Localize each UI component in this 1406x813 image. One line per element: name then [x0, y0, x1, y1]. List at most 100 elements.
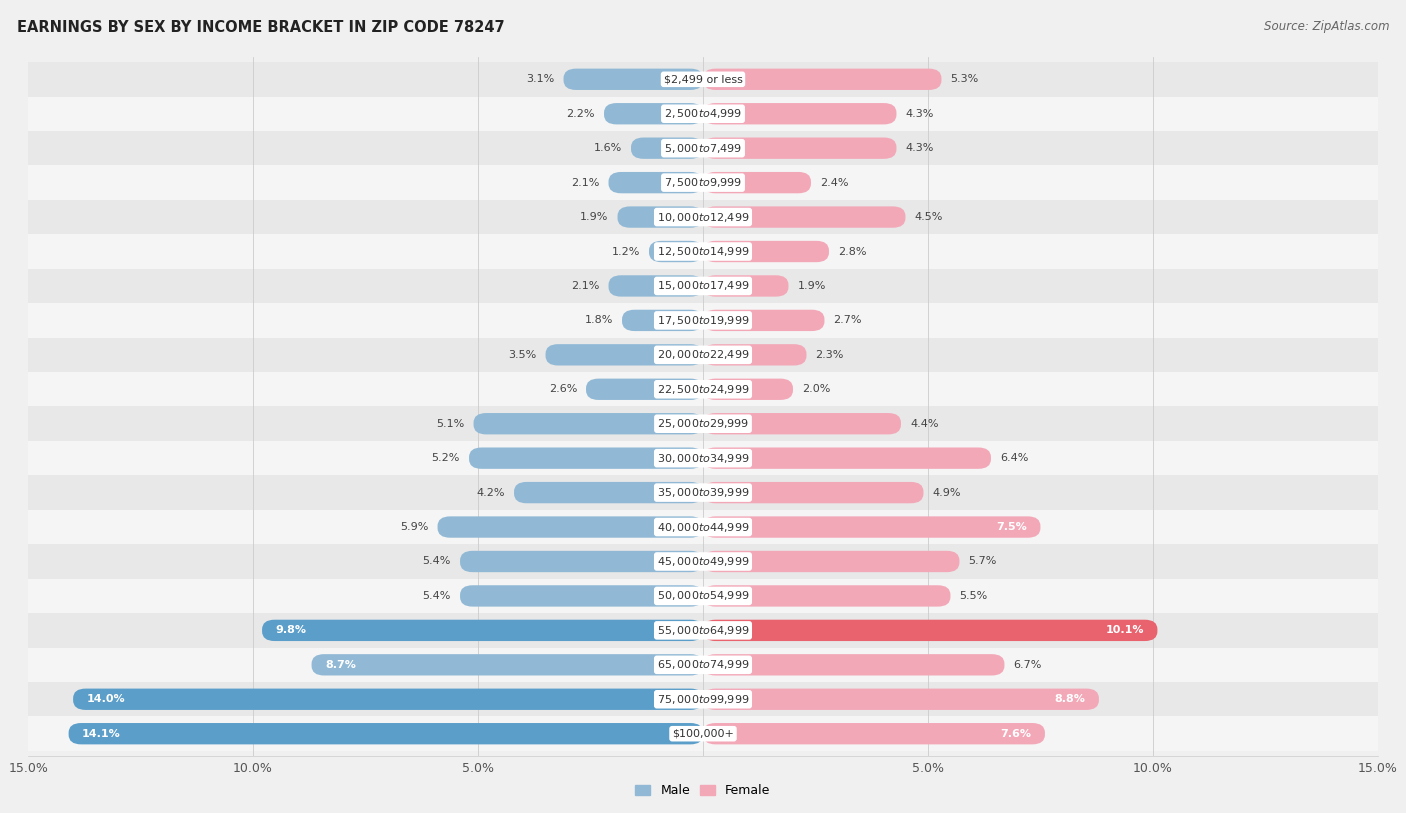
Bar [0, 131, 1406, 165]
FancyBboxPatch shape [703, 68, 942, 90]
Text: 14.0%: 14.0% [87, 694, 125, 704]
FancyBboxPatch shape [631, 137, 703, 159]
FancyBboxPatch shape [703, 241, 830, 262]
FancyBboxPatch shape [515, 482, 703, 503]
FancyBboxPatch shape [703, 379, 793, 400]
FancyBboxPatch shape [703, 172, 811, 193]
FancyBboxPatch shape [586, 379, 703, 400]
Text: $12,500 to $14,999: $12,500 to $14,999 [657, 245, 749, 258]
FancyBboxPatch shape [609, 172, 703, 193]
Text: $35,000 to $39,999: $35,000 to $39,999 [657, 486, 749, 499]
FancyBboxPatch shape [703, 276, 789, 297]
FancyBboxPatch shape [546, 344, 703, 366]
Text: $7,500 to $9,999: $7,500 to $9,999 [664, 176, 742, 189]
Text: 2.4%: 2.4% [820, 177, 848, 188]
Text: $5,000 to $7,499: $5,000 to $7,499 [664, 141, 742, 154]
FancyBboxPatch shape [474, 413, 703, 434]
Text: 6.4%: 6.4% [1000, 453, 1028, 463]
Text: $15,000 to $17,499: $15,000 to $17,499 [657, 280, 749, 293]
Bar [0, 579, 1406, 613]
Text: 5.2%: 5.2% [432, 453, 460, 463]
FancyBboxPatch shape [262, 620, 703, 641]
FancyBboxPatch shape [703, 482, 924, 503]
FancyBboxPatch shape [621, 310, 703, 331]
Text: 9.8%: 9.8% [276, 625, 307, 636]
Text: 1.9%: 1.9% [797, 281, 825, 291]
FancyBboxPatch shape [703, 620, 1157, 641]
FancyBboxPatch shape [605, 103, 703, 124]
FancyBboxPatch shape [609, 276, 703, 297]
Text: 2.1%: 2.1% [571, 177, 599, 188]
FancyBboxPatch shape [703, 103, 897, 124]
Text: 5.7%: 5.7% [969, 556, 997, 567]
Bar [0, 441, 1406, 476]
Bar [0, 406, 1406, 441]
Text: $75,000 to $99,999: $75,000 to $99,999 [657, 693, 749, 706]
Text: 14.1%: 14.1% [82, 728, 121, 739]
FancyBboxPatch shape [703, 207, 905, 228]
Text: $2,500 to $4,999: $2,500 to $4,999 [664, 107, 742, 120]
Text: $30,000 to $34,999: $30,000 to $34,999 [657, 452, 749, 465]
FancyBboxPatch shape [703, 413, 901, 434]
Text: 6.7%: 6.7% [1014, 660, 1042, 670]
Text: 2.1%: 2.1% [571, 281, 599, 291]
Text: $17,500 to $19,999: $17,500 to $19,999 [657, 314, 749, 327]
Text: 4.3%: 4.3% [905, 143, 934, 153]
Bar [0, 337, 1406, 372]
FancyBboxPatch shape [650, 241, 703, 262]
FancyBboxPatch shape [617, 207, 703, 228]
Text: 1.6%: 1.6% [593, 143, 621, 153]
Bar [0, 510, 1406, 544]
Text: 2.8%: 2.8% [838, 246, 866, 257]
Text: 8.7%: 8.7% [325, 660, 356, 670]
Text: 3.1%: 3.1% [526, 74, 554, 85]
Text: 5.5%: 5.5% [959, 591, 987, 601]
FancyBboxPatch shape [470, 447, 703, 469]
FancyBboxPatch shape [460, 551, 703, 572]
Text: 4.5%: 4.5% [914, 212, 943, 222]
Bar [0, 97, 1406, 131]
Text: $2,499 or less: $2,499 or less [664, 74, 742, 85]
Text: 5.9%: 5.9% [401, 522, 429, 532]
FancyBboxPatch shape [69, 723, 703, 745]
FancyBboxPatch shape [703, 654, 1004, 676]
Text: 8.8%: 8.8% [1054, 694, 1085, 704]
Bar [0, 165, 1406, 200]
FancyBboxPatch shape [437, 516, 703, 537]
Bar [0, 269, 1406, 303]
FancyBboxPatch shape [703, 310, 824, 331]
Bar [0, 62, 1406, 97]
FancyBboxPatch shape [703, 447, 991, 469]
FancyBboxPatch shape [703, 551, 959, 572]
Bar [0, 682, 1406, 716]
Bar [0, 613, 1406, 648]
Bar [0, 372, 1406, 406]
Bar [0, 303, 1406, 337]
Text: 1.9%: 1.9% [581, 212, 609, 222]
Text: 2.2%: 2.2% [567, 109, 595, 119]
Text: 5.4%: 5.4% [423, 556, 451, 567]
Text: 5.1%: 5.1% [436, 419, 464, 428]
Bar [0, 544, 1406, 579]
Text: $45,000 to $49,999: $45,000 to $49,999 [657, 555, 749, 568]
FancyBboxPatch shape [312, 654, 703, 676]
FancyBboxPatch shape [703, 344, 807, 366]
FancyBboxPatch shape [703, 137, 897, 159]
Text: 2.0%: 2.0% [801, 385, 831, 394]
FancyBboxPatch shape [703, 585, 950, 606]
Bar [0, 648, 1406, 682]
Text: 7.6%: 7.6% [1001, 728, 1032, 739]
FancyBboxPatch shape [703, 723, 1045, 745]
Bar [0, 200, 1406, 234]
Text: $65,000 to $74,999: $65,000 to $74,999 [657, 659, 749, 672]
Text: $20,000 to $22,499: $20,000 to $22,499 [657, 348, 749, 361]
Text: $55,000 to $64,999: $55,000 to $64,999 [657, 624, 749, 637]
FancyBboxPatch shape [703, 516, 1040, 537]
Text: 4.3%: 4.3% [905, 109, 934, 119]
Text: $40,000 to $44,999: $40,000 to $44,999 [657, 520, 749, 533]
Text: 1.2%: 1.2% [612, 246, 640, 257]
Text: $25,000 to $29,999: $25,000 to $29,999 [657, 417, 749, 430]
FancyBboxPatch shape [460, 585, 703, 606]
Text: 4.4%: 4.4% [910, 419, 938, 428]
Text: 10.1%: 10.1% [1105, 625, 1144, 636]
